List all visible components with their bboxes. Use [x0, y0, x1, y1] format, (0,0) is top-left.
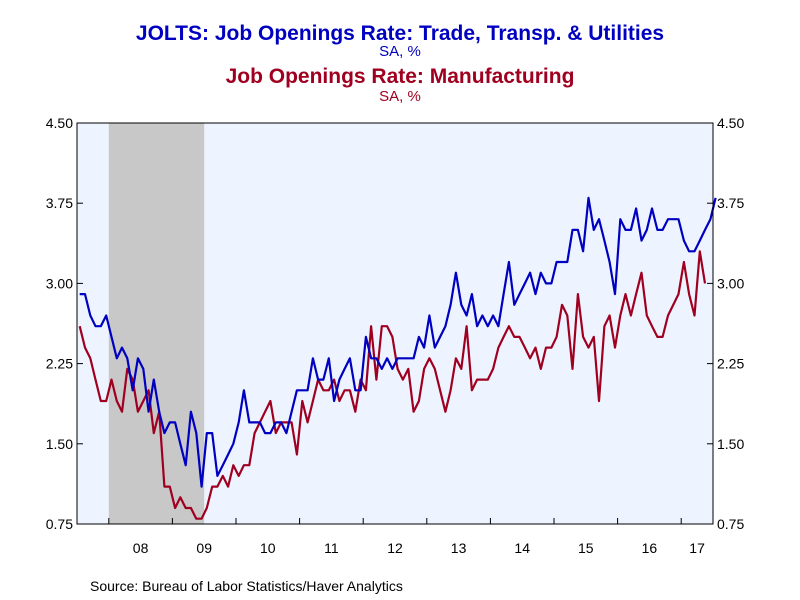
x-tick-label: 12: [387, 540, 403, 556]
y-tick-label-right: 2.25: [717, 356, 744, 372]
y-tick-label-left: 0.75: [46, 516, 73, 532]
manufacturing-series-line: [78, 250, 707, 520]
plot-frame: [76, 122, 714, 525]
x-tick-label: 11: [324, 540, 339, 556]
x-tick-label: 08: [133, 540, 149, 556]
recession-shading: [108, 123, 205, 524]
y-tick-label-left: 1.50: [46, 436, 73, 452]
y-tick-label-left: 3.00: [46, 275, 73, 291]
y-axis-left-labels: 4.50 3.75 3.00 2.25 1.50 0.75: [46, 115, 73, 532]
x-tick-label: 14: [514, 540, 530, 556]
y-tick-label-right: 3.00: [717, 275, 744, 291]
y-tick-label-right: 4.50: [717, 115, 744, 131]
chart-title-manufacturing: Job Openings Rate: Manufacturing: [226, 65, 575, 88]
y-axis-right-labels: 4.50 3.75 3.00 2.25 1.50 0.75: [717, 115, 744, 532]
chart-subtitle-manufacturing: SA, %: [379, 88, 421, 105]
x-tick-label: 16: [642, 540, 658, 556]
trade-transport-utilities-series-line: [79, 196, 717, 488]
y-tick-label-left: 3.75: [46, 195, 73, 211]
x-tick-label: 10: [260, 540, 276, 556]
y-tick-label-right: 0.75: [717, 516, 744, 532]
y-tick-label-left: 2.25: [46, 356, 73, 372]
x-axis-labels: 08 09 10 11 12 13 14 15 16 17: [133, 540, 705, 556]
y-tick-label-right: 1.50: [717, 436, 744, 452]
x-tick-label: 09: [196, 540, 212, 556]
chart-title-trade: JOLTS: Job Openings Rate: Trade, Transp.…: [136, 22, 664, 45]
x-tick-label: 13: [451, 540, 467, 556]
source-note: Source: Bureau of Labor Statistics/Haver…: [90, 578, 403, 594]
x-tick-label: 17: [689, 540, 705, 556]
y-tick-label-right: 3.75: [717, 195, 744, 211]
chart-subtitle-trade: SA, %: [379, 43, 421, 60]
x-tick-label: 15: [578, 540, 594, 556]
y-tick-label-left: 4.50: [46, 115, 73, 131]
